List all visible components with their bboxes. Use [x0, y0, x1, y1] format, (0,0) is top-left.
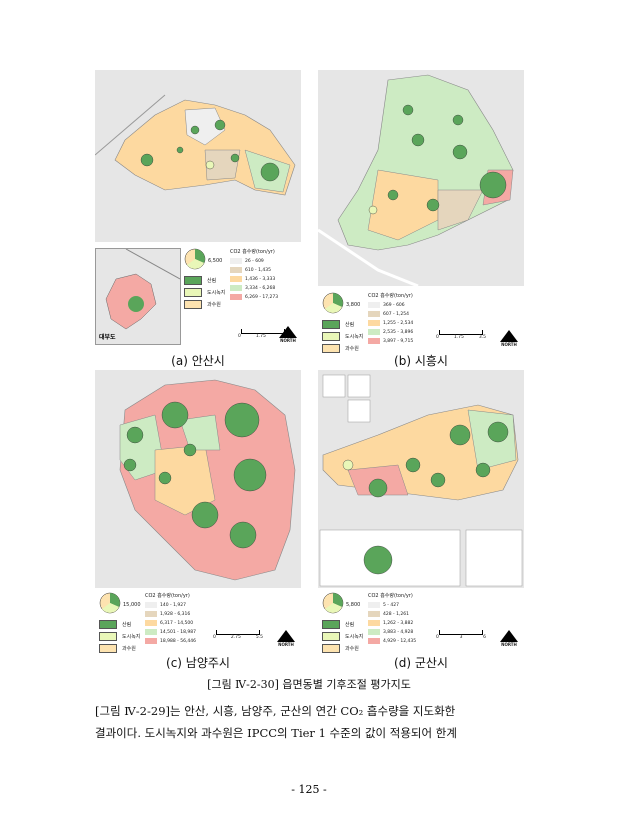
legend-class: 3,883 - 4,928 — [368, 629, 413, 635]
legend-class: 2,535 - 3,896 — [368, 329, 413, 335]
map-panel-siheung: 3,800 산림 도시녹지 과수원 CO2 흡수량(ton/yr) 369 - … — [318, 70, 524, 353]
pie-size-value: 6,500 — [208, 258, 223, 264]
pie-size-value: 15,000 — [123, 602, 141, 608]
legend-forest: 산림 — [322, 620, 354, 629]
map-panel-namyangju: 15,000 산림 도시녹지 과수원 CO2 흡수량(ton/yr) 140 -… — [95, 370, 301, 660]
caption-a: (a) 안산시 — [171, 354, 225, 368]
legend-urban-green: 도시녹지 — [184, 288, 225, 297]
legend-class: 6,317 - 14,500 — [145, 620, 193, 626]
legend-class: 14,501 - 18,987 — [145, 629, 196, 635]
legend-title: CO2 흡수량(ton/yr) — [145, 593, 190, 599]
pie-size-value: 5,800 — [346, 602, 361, 608]
legend-class: 607 - 1,254 — [368, 311, 409, 317]
legend-urban-green: 도시녹지 — [99, 632, 140, 641]
legend-class: 1,255 - 2,534 — [368, 320, 413, 326]
legend-class: 428 - 1,261 — [368, 611, 409, 617]
legend-class: 18,988 - 56,446 — [145, 638, 196, 644]
map-panel-gunsan: 5,800 산림 도시녹지 과수원 CO2 흡수량(ton/yr) 5 - 42… — [318, 370, 524, 660]
legend-title: CO2 흡수량(ton/yr) — [230, 249, 275, 255]
map-gunsan — [318, 370, 524, 588]
page-number: - 125 - — [291, 783, 327, 796]
legend-class: 3,897 - 9,715 — [368, 338, 413, 344]
north-arrow-icon: NORTH — [498, 330, 520, 347]
legend-class: 610 - 1,435 — [230, 267, 271, 273]
legend-class: 5 - 427 — [368, 602, 399, 608]
legend-class: 4,929 - 12,435 — [368, 638, 416, 644]
legend-orchard: 과수원 — [184, 300, 221, 309]
legend-class: 26 - 609 — [230, 258, 264, 264]
north-arrow-icon: NORTH — [498, 630, 520, 647]
legend-forest: 산림 — [322, 320, 354, 329]
legend-forest: 산림 — [184, 276, 216, 285]
legend-class: 1,436 - 3,333 — [230, 276, 275, 282]
north-arrow-icon: NORTH — [277, 326, 299, 343]
map-namyangju — [95, 370, 301, 588]
legend-class: 369 - 606 — [368, 302, 405, 308]
figure-caption: [그림 Ⅳ-2-30] 읍면동별 기후조절 평가지도 — [207, 678, 411, 691]
map-panel-ansan: 대부도 6,500 산림 도시녹지 과수원 CO2 흡수량(ton/yr) 26… — [95, 70, 301, 350]
north-arrow-icon: NORTH — [275, 630, 297, 647]
pie-size-icon — [184, 248, 206, 270]
map-siheung — [318, 70, 524, 286]
legend-class: 6,269 - 17,273 — [230, 294, 278, 300]
map-ansan — [95, 70, 301, 242]
caption-d: (d) 군산시 — [394, 656, 448, 670]
legend-orchard: 과수원 — [322, 344, 359, 353]
scale-bar: 0 2.75 5.5 — [213, 630, 273, 640]
legend-forest: 산림 — [99, 620, 131, 629]
legend-class: 3,334 - 6,268 — [230, 285, 275, 291]
scale-bar: 0 1.75 3.5 — [436, 330, 496, 340]
caption-c: (c) 남양주시 — [166, 656, 230, 670]
legend-urban-green: 도시녹지 — [322, 332, 363, 341]
pie-size-icon — [99, 592, 121, 614]
pie-size-icon — [322, 592, 344, 614]
legend-class: 1,262 - 3,882 — [368, 620, 413, 626]
paragraph-line-1: [그림 Ⅳ-2-29]는 안산, 시흥, 남양주, 군산의 연간 CO₂ 흡수량… — [95, 704, 456, 718]
inset-label: 대부도 — [99, 334, 116, 341]
pie-size-value: 3,800 — [346, 302, 361, 308]
legend-class: 1,928 - 6,316 — [145, 611, 190, 617]
legend-urban-green: 도시녹지 — [322, 632, 363, 641]
legend-orchard: 과수원 — [99, 644, 136, 653]
caption-b: (b) 시흥시 — [394, 354, 448, 368]
legend-title: CO2 흡수량(ton/yr) — [368, 593, 413, 599]
inset-map-daebudo: 대부도 — [95, 248, 181, 345]
paragraph-line-2: 결과이다. 도시녹지와 과수원은 IPCC의 Tier 1 수준의 값이 적용되… — [95, 726, 457, 740]
legend-title: CO2 흡수량(ton/yr) — [368, 293, 413, 299]
pie-size-icon — [322, 292, 344, 314]
legend-orchard: 과수원 — [322, 644, 359, 653]
legend-class: 140 - 1,927 — [145, 602, 186, 608]
